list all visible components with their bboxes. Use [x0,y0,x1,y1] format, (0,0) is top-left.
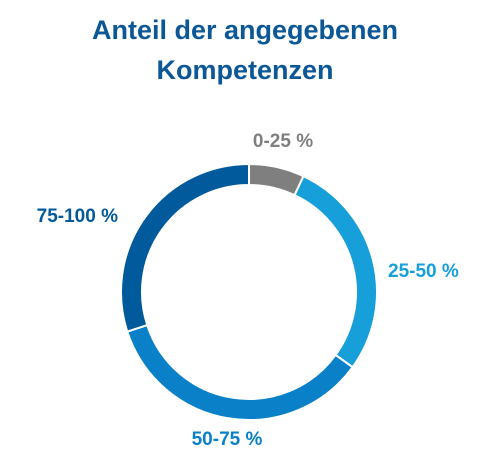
chart-title: Anteil der angegebenen Kompetenzen [91,15,399,85]
segment-label: 75-100 % [37,206,118,227]
donut-segment [248,162,305,197]
donut-segment [120,162,250,333]
segment-label: 0-25 % [253,131,313,152]
donut-segment [293,174,378,369]
segment-label: 25-50 % [388,261,459,282]
segment-label: 50-75 % [192,429,263,450]
donut-segment [126,323,354,421]
